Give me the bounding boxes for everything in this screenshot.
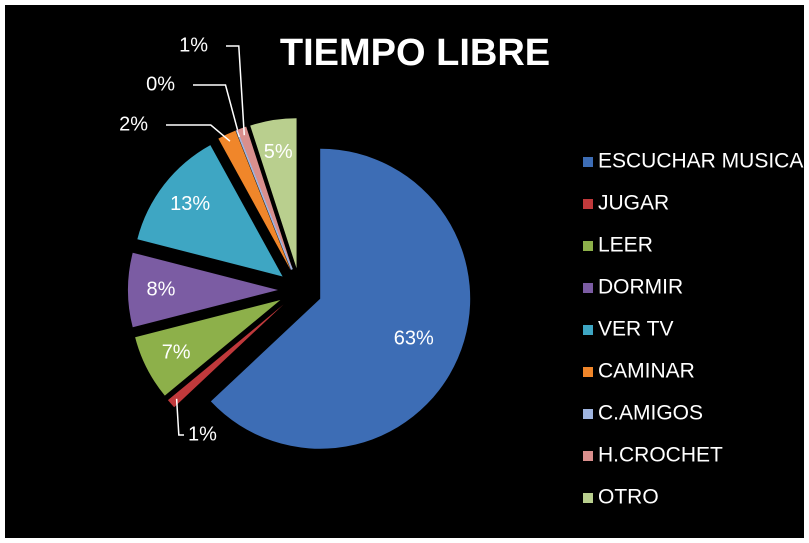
leader-line bbox=[166, 124, 231, 142]
legend-label: LEER bbox=[598, 234, 653, 257]
leader-line bbox=[193, 84, 241, 138]
legend-label: ESCUCHAR MUSICA bbox=[598, 150, 803, 173]
legend-swatch bbox=[583, 451, 593, 461]
legend-label: VER TV bbox=[598, 318, 673, 341]
data-label: 5% bbox=[264, 141, 293, 163]
leader-line bbox=[226, 45, 246, 136]
legend-swatch bbox=[583, 325, 593, 335]
data-label: 7% bbox=[162, 341, 191, 363]
pie-slice bbox=[218, 130, 291, 271]
data-label: 13% bbox=[170, 193, 210, 215]
pie-slice bbox=[137, 145, 283, 277]
data-label: 0% bbox=[146, 73, 175, 95]
legend-label: OTRO bbox=[598, 486, 659, 509]
legend-swatch bbox=[583, 241, 593, 251]
pie-slice bbox=[237, 126, 293, 270]
data-label: 63% bbox=[394, 328, 434, 350]
pie-slice bbox=[128, 252, 278, 328]
data-label: 1% bbox=[179, 34, 208, 56]
legend-swatch bbox=[583, 283, 593, 293]
chart-title: TIEMPO LIBRE bbox=[280, 32, 550, 74]
data-label: 8% bbox=[147, 278, 176, 300]
leader-line bbox=[175, 398, 184, 436]
legend-label: DORMIR bbox=[598, 276, 683, 299]
legend-swatch bbox=[583, 493, 593, 503]
pie-slice bbox=[250, 118, 297, 269]
legend-label: CAMINAR bbox=[598, 360, 695, 383]
legend-swatch bbox=[583, 199, 593, 209]
legend-swatch bbox=[583, 157, 593, 167]
legend-label: JUGAR bbox=[598, 192, 669, 215]
legend-label: H.CROCHET bbox=[598, 444, 723, 467]
data-label: 2% bbox=[119, 113, 148, 135]
legend-label: C.AMIGOS bbox=[598, 402, 703, 425]
pie-slice bbox=[167, 304, 284, 408]
pie-slice bbox=[235, 129, 293, 270]
data-label: 1% bbox=[188, 423, 217, 445]
legend-swatch bbox=[583, 409, 593, 419]
legend-swatch bbox=[583, 367, 593, 377]
pie-slice bbox=[135, 299, 281, 396]
pie-slice bbox=[210, 148, 471, 449]
